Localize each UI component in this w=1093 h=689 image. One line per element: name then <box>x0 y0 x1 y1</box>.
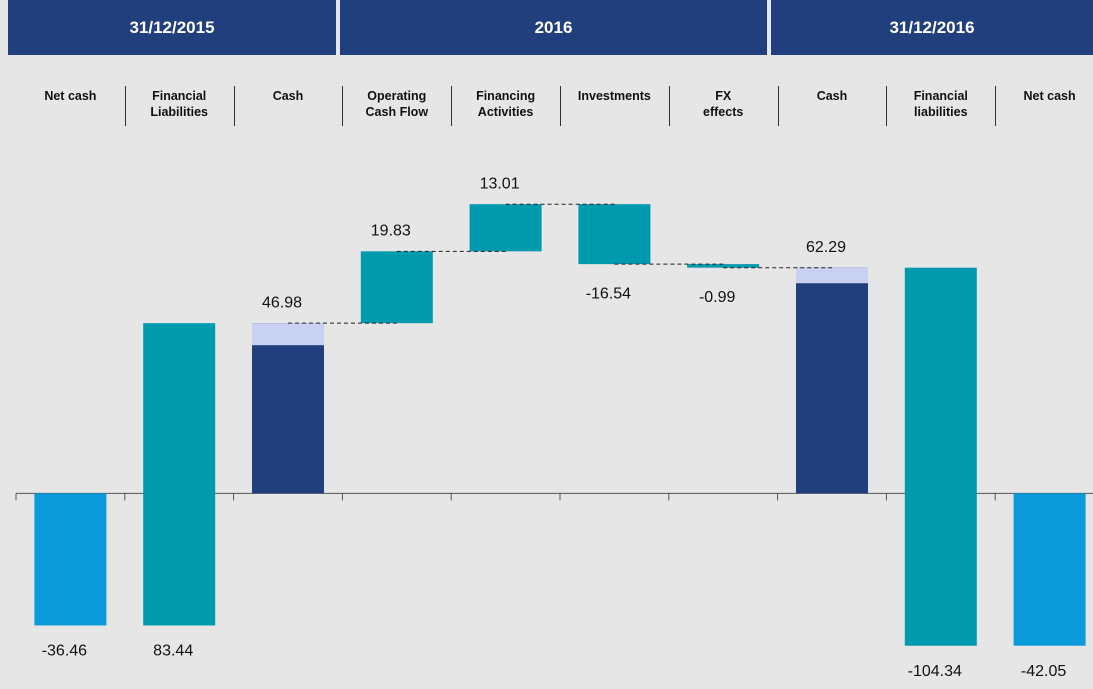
data-label: -36.46 <box>42 643 87 660</box>
bar <box>687 264 760 268</box>
bar <box>796 267 868 494</box>
bar <box>143 323 216 626</box>
column-separator <box>778 86 779 126</box>
data-label: 62.29 <box>806 239 846 256</box>
period-header: 31/12/2015 <box>8 0 336 55</box>
column-header: Net cash <box>1023 89 1076 103</box>
column-separator <box>886 86 887 126</box>
bar <box>34 493 107 626</box>
data-label: 83.44 <box>153 643 193 660</box>
column-separator <box>995 86 996 126</box>
data-label: 46.98 <box>262 294 302 311</box>
column-separator <box>234 86 235 126</box>
period-header: 2016 <box>340 0 767 55</box>
column-header: FX effects <box>703 89 744 119</box>
column-header: Financial liabilities <box>913 89 968 119</box>
bar-segment <box>252 323 324 346</box>
column-separator <box>125 86 126 126</box>
column-header: Investments <box>577 89 651 103</box>
column-separator <box>560 86 561 126</box>
data-label: -104.34 <box>908 663 962 680</box>
column-header: Financial Liabilities <box>150 89 209 119</box>
column-header: Financing Activities <box>476 89 536 119</box>
data-label: 19.83 <box>371 223 411 240</box>
bar <box>904 267 977 646</box>
data-label: -42.05 <box>1021 663 1066 680</box>
column-header: Operating Cash Flow <box>365 89 429 119</box>
bar <box>469 204 542 252</box>
bar <box>578 204 651 265</box>
period-header: 31/12/2016 <box>771 0 1093 55</box>
column-separator <box>342 86 343 126</box>
data-label: 13.01 <box>480 175 520 192</box>
column-header: Net cash <box>44 89 97 103</box>
column-header: Cash <box>272 89 304 103</box>
column-separator <box>451 86 452 126</box>
data-label: -16.54 <box>586 285 631 302</box>
bar <box>360 251 433 324</box>
column-header: Cash <box>816 89 848 103</box>
bar-segment <box>796 267 868 284</box>
bar <box>252 323 324 494</box>
bar <box>1013 493 1086 646</box>
data-label: -0.99 <box>699 289 736 306</box>
column-separator <box>669 86 670 126</box>
